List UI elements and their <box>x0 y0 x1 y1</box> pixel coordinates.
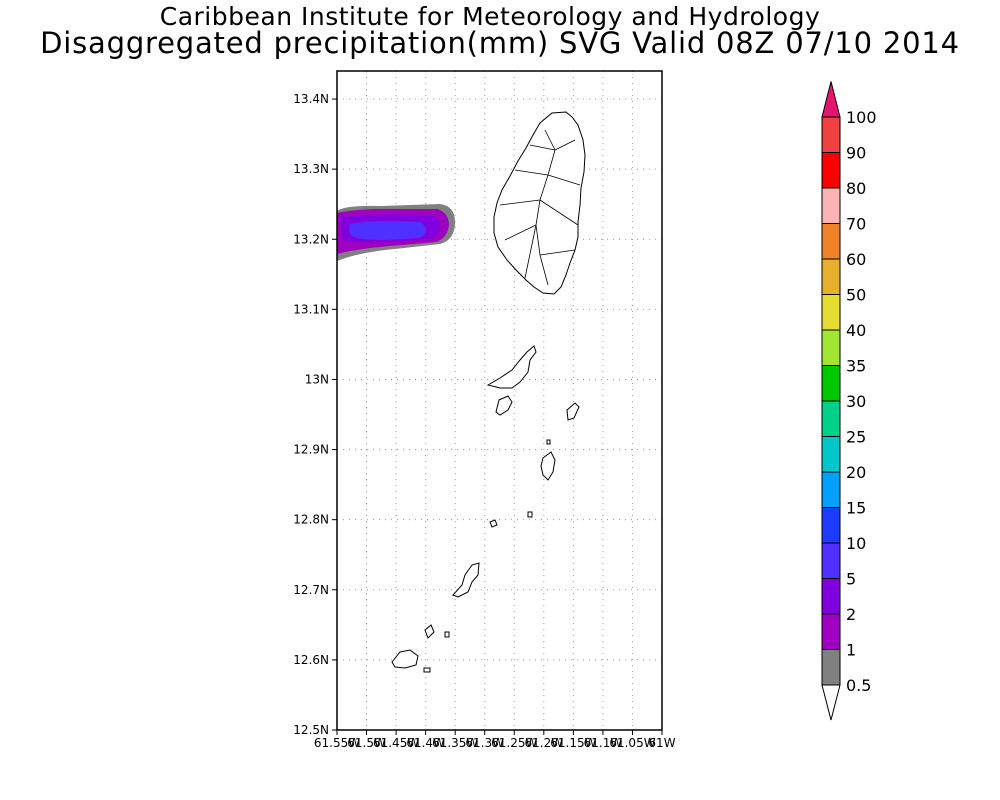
colorbar-label: 1 <box>846 641 856 660</box>
colorbar-swatch <box>821 258 841 295</box>
x-tick-label: 61.3W <box>465 736 504 750</box>
island-ronde <box>391 649 419 669</box>
island-small-4 <box>546 439 551 445</box>
colorbar-swatch <box>821 649 841 686</box>
x-tick-label: 61.35W <box>432 736 478 750</box>
island-drainage-lines <box>499 129 581 286</box>
colorbar-swatch <box>821 542 841 579</box>
island-petite-martinique <box>424 624 435 639</box>
colorbar-swatch <box>821 116 841 153</box>
colorbar-swatch <box>821 152 841 189</box>
colorbar-label: 30 <box>846 392 866 411</box>
x-tick-label: 61.2W <box>525 736 564 750</box>
colorbar-label: 80 <box>846 179 866 198</box>
colorbar-swatch <box>821 365 841 402</box>
island-small-3 <box>423 667 431 673</box>
x-tick-label: 61.45W <box>373 736 419 750</box>
island-union <box>527 511 533 518</box>
colorbar-label: 60 <box>846 250 866 269</box>
colorbar-label: 15 <box>846 499 866 518</box>
y-tick-label: 12.7N <box>293 583 329 597</box>
x-axis-labels: 61.55W61.5W61.45W61.4W61.35W61.3W61.25W6… <box>314 730 676 750</box>
island-canouan <box>540 451 556 481</box>
colorbar-label: 35 <box>846 357 866 376</box>
coastlines <box>391 111 586 673</box>
y-tick-label: 12.5N <box>293 723 329 737</box>
y-tick-label: 13.4N <box>293 92 329 106</box>
y-tick-label: 13.2N <box>293 232 329 246</box>
colorbar-high-triangle <box>821 81 841 118</box>
colorbar-label: 2 <box>846 605 856 624</box>
chart-title-line1: Caribbean Institute for Meteorology and … <box>159 2 821 31</box>
colorbar-swatch <box>821 329 841 366</box>
colorbar-label: 10 <box>846 534 866 553</box>
precip-contour-5 <box>348 221 426 240</box>
island-small-1 <box>566 402 580 421</box>
colorbar-swatch <box>821 294 841 331</box>
island-mayreau <box>489 519 498 528</box>
x-tick-label: 61.5W <box>347 736 386 750</box>
precipitation-field <box>337 204 455 261</box>
x-tick-label: 61W <box>648 736 675 750</box>
colorbar-label: 25 <box>846 428 866 447</box>
colorbar-label: 70 <box>846 215 866 234</box>
colorbar-label: 5 <box>846 570 856 589</box>
colorbar-swatch <box>821 187 841 224</box>
colorbar-swatch <box>821 223 841 260</box>
island-small-2 <box>444 631 450 638</box>
y-axis-labels: 12.5N 12.6N 12.7N 12.8N 12.9N 13N 13.1N 13.2N 13… <box>293 92 337 737</box>
island-mustique <box>495 395 513 416</box>
y-tick-label: 12.9N <box>293 443 329 457</box>
colorbar-low-triangle <box>821 684 841 721</box>
colorbar-label: 0.5 <box>846 676 871 695</box>
colorbar-label: 50 <box>846 286 866 305</box>
map-frame <box>336 70 663 731</box>
x-tick-label: 61.1W <box>584 736 623 750</box>
y-tick-label: 12.6N <box>293 653 329 667</box>
y-tick-label: 13.3N <box>293 162 329 176</box>
island-bequia <box>486 345 537 389</box>
colorbar-label: 100 <box>846 108 877 127</box>
colorbar-swatch <box>821 578 841 615</box>
x-tick-label: 61.05W <box>609 736 655 750</box>
colorbar-swatch <box>821 507 841 544</box>
island-carriacou <box>452 562 480 598</box>
chart-title-line2: Disaggregated precipitation(mm) SVG Vali… <box>40 26 960 60</box>
colorbar-label: 40 <box>846 321 866 340</box>
colorbar-swatch <box>821 613 841 650</box>
colorbar-swatch <box>821 436 841 473</box>
colorbar-label: 20 <box>846 463 866 482</box>
colorbar-label: 90 <box>846 144 866 163</box>
colorbar-swatch <box>821 471 841 508</box>
y-tick-label: 13N <box>305 372 329 386</box>
x-tick-label: 61.15W <box>550 736 596 750</box>
y-tick-label: 13.1N <box>293 302 329 316</box>
x-tick-label: 61.55W <box>314 736 360 750</box>
colorbar-swatch <box>821 400 841 437</box>
y-tick-label: 12.8N <box>293 513 329 527</box>
x-tick-label: 61.4W <box>406 736 445 750</box>
x-tick-label: 61.25W <box>491 736 537 750</box>
